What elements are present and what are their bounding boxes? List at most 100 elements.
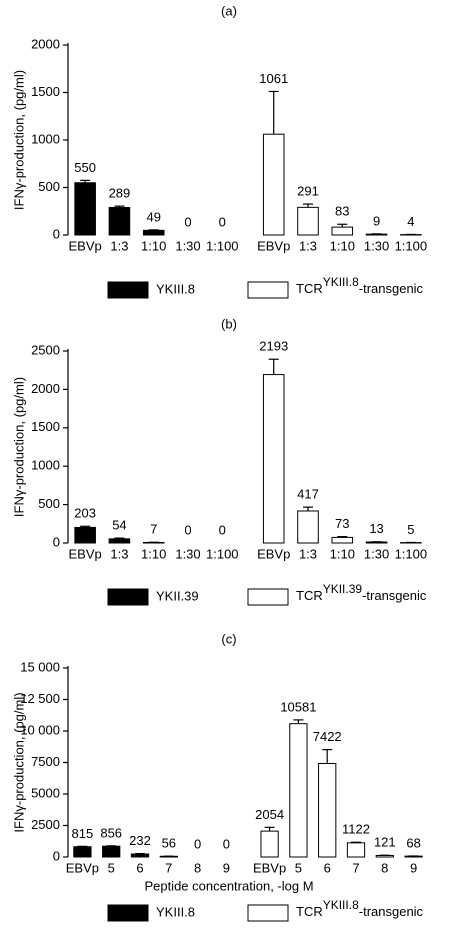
x-tick-label: 8: [381, 860, 388, 875]
x-tick-label: 1:3: [299, 238, 317, 253]
legend-swatch: [247, 281, 289, 299]
x-tick-label: 8: [194, 860, 201, 875]
value-label: 0: [194, 836, 201, 851]
bar: [297, 510, 319, 544]
legend-label: TCRYKII.39-transgenic: [296, 582, 427, 603]
bar: [346, 842, 366, 858]
y-tick-label: 1500: [31, 419, 60, 434]
bar: [74, 182, 96, 236]
value-label: 0: [184, 522, 191, 537]
legend-label: TCRYKIII.8-transgenic: [296, 898, 424, 919]
bar: [331, 226, 354, 236]
value-label: 56: [162, 836, 176, 851]
bar: [289, 723, 308, 858]
value-label: 54: [112, 518, 126, 533]
x-tick-label: 1:10: [141, 238, 166, 253]
x-tick-label: 1:100: [206, 238, 239, 253]
value-label: 2054: [255, 807, 284, 822]
y-tick-label: 0: [53, 226, 60, 241]
x-tick-label: 5: [108, 860, 115, 875]
y-tick-label: 0: [53, 848, 60, 863]
bar: [262, 374, 285, 544]
value-label: 5: [407, 522, 414, 537]
y-tick-label: 2500: [31, 342, 60, 357]
x-tick-label: 1:30: [175, 546, 200, 561]
legend-label-suffix: -transgenic: [362, 588, 427, 603]
x-tick-label: 5: [295, 860, 302, 875]
value-label: 83: [335, 204, 349, 219]
legend-swatch: [247, 904, 289, 922]
value-label: 1122: [342, 822, 370, 837]
legend-label: YKIII.8: [156, 281, 195, 296]
panel-label: (b): [221, 316, 237, 331]
value-label: 10581: [280, 699, 316, 714]
legend-swatch: [107, 904, 149, 922]
value-label: 417: [297, 487, 319, 502]
x-tick-label: 1:3: [110, 238, 128, 253]
legend-swatch: [107, 281, 149, 299]
value-label: 68: [406, 835, 420, 850]
x-tick-label: EBVp: [66, 860, 99, 875]
x-tick-label: EBVp: [69, 546, 102, 561]
value-label: 0: [223, 836, 230, 851]
legend-label-main: TCR: [296, 588, 323, 603]
y-tick-label: 500: [38, 496, 60, 511]
legend-label-superscript: YKIII.8: [323, 275, 359, 289]
x-tick-label: EBVp: [257, 546, 290, 561]
panel-label: (a): [221, 3, 237, 18]
legend-swatch: [107, 588, 149, 606]
bar: [318, 762, 337, 858]
bar: [260, 830, 279, 858]
y-axis-label: IFNγ-production, (pg/ml): [11, 692, 26, 832]
value-label: 856: [100, 825, 122, 840]
value-label: 121: [374, 835, 396, 850]
x-tick-label: EBVp: [257, 238, 290, 253]
y-axis-label: IFNγ-production, (pg/ml): [11, 70, 26, 210]
bar: [108, 207, 131, 236]
x-tick-label: 7: [165, 860, 172, 875]
legend-label: TCRYKIII.8-transgenic: [296, 275, 424, 296]
x-tick-label: 1:30: [364, 546, 389, 561]
panel-label: (c): [221, 631, 236, 646]
bar: [108, 538, 131, 544]
bar: [262, 133, 285, 236]
value-label: 9: [373, 213, 380, 228]
y-tick-label: 2000: [31, 36, 60, 51]
y-tick-label: 1000: [31, 458, 60, 473]
legend-label-suffix: -transgenic: [359, 904, 424, 919]
x-tick-label: 1:10: [330, 546, 355, 561]
y-tick-label: 2500: [31, 817, 60, 832]
x-tick-label: 1:100: [206, 546, 239, 561]
value-label: 0: [184, 214, 191, 229]
value-label: 815: [72, 826, 94, 841]
x-tick-label: 1:10: [141, 546, 166, 561]
y-tick-label: 12 500: [20, 691, 60, 706]
bar: [102, 845, 121, 858]
value-label: 232: [129, 833, 151, 848]
bar: [142, 229, 165, 236]
legend-label-superscript: YKIII.8: [323, 898, 359, 912]
value-label: 2193: [259, 339, 288, 354]
y-tick-label: 1500: [31, 84, 60, 99]
x-tick-label: 6: [324, 860, 331, 875]
x-axis-label: Peptide concentration, -log M: [144, 878, 313, 893]
value-label: 4: [407, 214, 414, 229]
legend-label: YKII.39: [156, 588, 199, 603]
legend-label-suffix: -transgenic: [359, 281, 424, 296]
y-tick-label: 7500: [31, 754, 60, 769]
x-tick-label: EBVp: [69, 238, 102, 253]
value-label: 7: [150, 522, 157, 537]
bar: [331, 536, 354, 544]
value-label: 203: [74, 506, 96, 521]
y-tick-label: 500: [38, 179, 60, 194]
value-label: 550: [74, 160, 96, 175]
legend-label-main: TCR: [296, 904, 323, 919]
value-label: 13: [369, 521, 383, 536]
x-tick-label: 1:100: [395, 238, 428, 253]
legend-label-main: TCR: [296, 281, 323, 296]
x-tick-label: 1:30: [175, 238, 200, 253]
value-label: 289: [109, 186, 131, 201]
y-tick-label: 1000: [31, 131, 60, 146]
bar: [130, 853, 150, 858]
